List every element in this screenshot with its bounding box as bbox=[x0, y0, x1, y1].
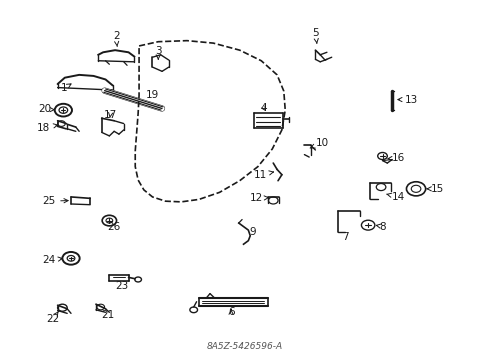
Text: 20: 20 bbox=[39, 104, 55, 114]
Text: 6: 6 bbox=[227, 307, 234, 317]
Text: 16: 16 bbox=[387, 153, 405, 163]
Text: 8: 8 bbox=[376, 221, 386, 231]
Text: 26: 26 bbox=[107, 221, 121, 231]
Text: 12: 12 bbox=[249, 193, 268, 203]
Text: 17: 17 bbox=[103, 110, 117, 120]
Text: 15: 15 bbox=[426, 184, 443, 194]
Text: 24: 24 bbox=[42, 256, 62, 265]
Text: 22: 22 bbox=[46, 311, 60, 324]
Text: 21: 21 bbox=[101, 310, 114, 320]
Text: 2: 2 bbox=[113, 31, 119, 46]
Text: 7: 7 bbox=[341, 232, 348, 242]
Text: 13: 13 bbox=[397, 95, 417, 104]
Text: 19: 19 bbox=[145, 90, 159, 100]
Text: 5: 5 bbox=[311, 27, 318, 43]
Text: 18: 18 bbox=[37, 123, 58, 133]
Text: 8A5Z-5426596-A: 8A5Z-5426596-A bbox=[206, 342, 282, 351]
Text: 9: 9 bbox=[249, 227, 256, 237]
Text: 3: 3 bbox=[155, 46, 161, 59]
Text: 10: 10 bbox=[309, 138, 328, 148]
Text: 11: 11 bbox=[254, 170, 273, 180]
Text: 23: 23 bbox=[116, 281, 129, 291]
Text: 4: 4 bbox=[260, 103, 266, 113]
Text: 25: 25 bbox=[42, 196, 68, 206]
Text: 1: 1 bbox=[61, 83, 71, 93]
Text: 14: 14 bbox=[386, 192, 405, 202]
